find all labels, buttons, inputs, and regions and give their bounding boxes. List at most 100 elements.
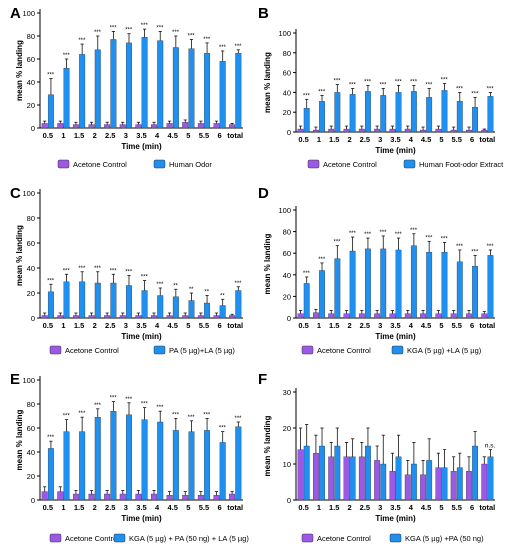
y-tick-label: 40 bbox=[27, 78, 35, 87]
legend-swatch-control bbox=[301, 345, 314, 355]
significance-label: *** bbox=[47, 278, 55, 284]
y-tick-label: 100 bbox=[22, 9, 35, 18]
bar-control bbox=[41, 315, 48, 319]
bar-treatment bbox=[63, 68, 70, 129]
x-tick-label: 2.5 bbox=[105, 131, 115, 140]
legend-entry: PA (5 µg)+LA (5 µg) bbox=[169, 346, 235, 355]
y-tick-label: 20 bbox=[27, 472, 35, 481]
bar-control bbox=[213, 315, 220, 319]
x-tick-label: 0.5 bbox=[298, 503, 308, 512]
bar-treatment bbox=[94, 417, 101, 501]
significance-label: *** bbox=[203, 37, 211, 43]
x-tick-label: 5.5 bbox=[452, 503, 462, 512]
x-tick-label: 0.5 bbox=[298, 135, 308, 144]
x-tick-label: 3 bbox=[378, 321, 382, 330]
significance-label: *** bbox=[172, 30, 180, 36]
bar-treatment bbox=[157, 40, 164, 129]
x-tick-label: 3.5 bbox=[136, 503, 146, 512]
bar-treatment bbox=[219, 305, 226, 319]
y-tick-label: 60 bbox=[283, 249, 291, 258]
bar-control bbox=[166, 495, 173, 501]
chart-panel-d: D 0 20 40 60 80 100 mean % landing *** 0.5 *** 1 ***… bbox=[258, 185, 495, 355]
bar-control bbox=[135, 493, 142, 501]
bar-control bbox=[57, 315, 64, 319]
bar-treatment bbox=[426, 97, 433, 133]
bar-control bbox=[328, 128, 335, 133]
bar-control bbox=[297, 313, 304, 319]
bar-treatment bbox=[395, 249, 402, 319]
significance-label: *** bbox=[156, 405, 164, 411]
bar-control bbox=[313, 312, 319, 319]
y-tick-label: 60 bbox=[283, 69, 291, 78]
bar-control bbox=[229, 315, 236, 319]
bar-treatment bbox=[219, 61, 226, 129]
bar-treatment bbox=[410, 245, 417, 319]
panel-label: E bbox=[10, 371, 20, 388]
significance-label: *** bbox=[334, 78, 342, 84]
significance-label: *** bbox=[219, 45, 227, 51]
y-tick-label: 100 bbox=[278, 29, 291, 38]
legend-swatch-control bbox=[49, 345, 62, 355]
significance-label: *** bbox=[78, 38, 86, 44]
x-tick-label: 3.5 bbox=[390, 321, 400, 330]
bar-control bbox=[404, 128, 411, 133]
bar-control bbox=[182, 495, 189, 501]
bar-control bbox=[41, 491, 48, 501]
x-tick-label: 0.5 bbox=[43, 321, 53, 330]
bar-control bbox=[374, 460, 381, 501]
significance-label: *** bbox=[110, 396, 118, 402]
bar-control bbox=[404, 474, 411, 501]
bar-control bbox=[197, 315, 204, 319]
bar-treatment bbox=[365, 91, 371, 133]
x-tick-label: total bbox=[227, 321, 243, 330]
bar-treatment bbox=[380, 463, 387, 501]
bar-control bbox=[88, 493, 95, 501]
x-axis-title: Time (min) bbox=[121, 514, 162, 523]
legend-swatch-control bbox=[57, 159, 70, 169]
x-tick-label: 3 bbox=[124, 321, 128, 330]
significance-label: *** bbox=[425, 235, 433, 241]
x-tick-label: 1 bbox=[317, 503, 321, 512]
x-tick-label: 5.5 bbox=[452, 135, 462, 144]
significance-label: *** bbox=[487, 86, 495, 92]
x-tick-label: total bbox=[479, 503, 495, 512]
y-tick-label: 80 bbox=[283, 228, 291, 237]
x-tick-label: 2.5 bbox=[105, 503, 115, 512]
bar-control bbox=[151, 493, 157, 501]
bar-control bbox=[481, 463, 488, 501]
bar-treatment bbox=[157, 295, 164, 319]
bar-treatment bbox=[334, 258, 341, 319]
bar-control bbox=[466, 471, 472, 501]
bar-treatment bbox=[94, 282, 101, 319]
significance-label: *** bbox=[78, 411, 86, 417]
bar-control bbox=[328, 313, 335, 319]
bar-treatment bbox=[456, 467, 463, 501]
bar-treatment bbox=[172, 296, 179, 319]
x-axis-title: Time (min) bbox=[121, 142, 162, 151]
y-axis-title: mean % landing bbox=[263, 52, 272, 113]
bar-control bbox=[119, 493, 126, 501]
significance-label: *** bbox=[141, 23, 149, 29]
bar-control bbox=[435, 128, 442, 133]
bar-control bbox=[404, 313, 411, 319]
bar-treatment bbox=[334, 445, 341, 501]
x-tick-label: 0.5 bbox=[298, 321, 308, 330]
legend-swatch-treatment bbox=[153, 159, 166, 169]
legend-entry: KGA (5 µg) + PA (50 ng) + LA (5 µg) bbox=[129, 534, 249, 543]
bar-treatment bbox=[188, 300, 195, 319]
bar-treatment bbox=[172, 430, 179, 501]
bar-control bbox=[151, 124, 157, 129]
y-tick-label: 40 bbox=[27, 264, 35, 273]
x-tick-label: 1.5 bbox=[329, 135, 339, 144]
y-tick-label: 0 bbox=[287, 314, 291, 323]
bar-control bbox=[466, 129, 472, 133]
significance-label: *** bbox=[410, 228, 418, 234]
bar-control bbox=[389, 128, 396, 133]
bar-treatment bbox=[172, 47, 179, 129]
bar-control bbox=[389, 471, 396, 501]
significance-label: *** bbox=[234, 416, 242, 422]
bar-control bbox=[374, 128, 381, 133]
x-tick-label: 3.5 bbox=[136, 321, 146, 330]
bar-control bbox=[420, 313, 426, 319]
significance-label: *** bbox=[471, 249, 479, 255]
